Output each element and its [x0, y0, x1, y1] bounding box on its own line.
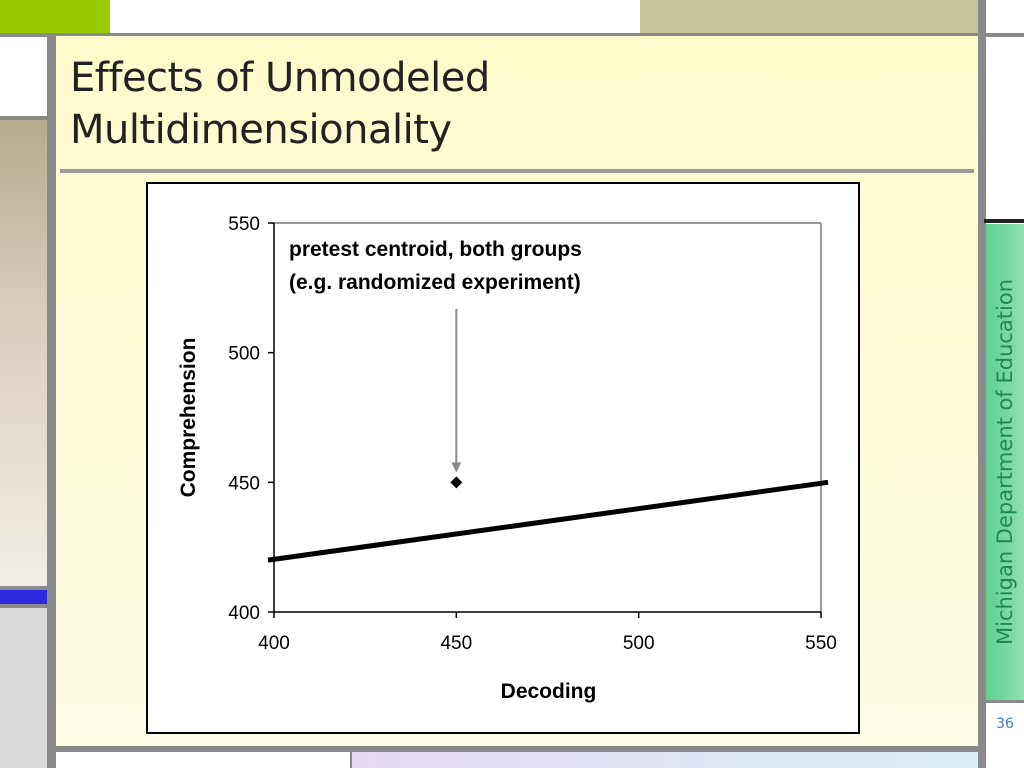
left-separator-2	[0, 586, 47, 590]
title-underline	[60, 169, 974, 173]
data-point	[450, 476, 463, 489]
side-label-container: Michigan Department of Education	[986, 224, 1024, 700]
left-separator-3	[0, 604, 47, 608]
x-tick-label: 500	[623, 633, 655, 654]
left-divider	[47, 37, 56, 768]
side-green-block	[986, 224, 1024, 700]
left-blue-block	[0, 590, 47, 604]
left-separator-1	[0, 116, 47, 120]
chart-container: 400 450 500 550 400 450 500 550 Decoding Comprehe…	[146, 182, 860, 734]
y-tick-label: 550	[228, 214, 260, 235]
bottom-lavender-block	[350, 752, 978, 768]
left-tan-strip	[0, 120, 47, 590]
annotation-arrow-head	[451, 462, 462, 473]
top-tan-block	[640, 0, 978, 33]
top-right-divider	[978, 0, 986, 768]
x-tick-label: 550	[805, 633, 837, 654]
chart-svg: 400 450 500 550 400 450 500 550 Decoding Comprehe…	[177, 214, 837, 703]
x-tick-label: 450	[440, 633, 472, 654]
bottom-divider	[56, 746, 978, 752]
y-tick-label: 400	[228, 603, 260, 624]
y-axis-label: Comprehension	[177, 338, 200, 498]
side-green-bottom-line	[984, 700, 1024, 703]
x-tick-label: 400	[258, 633, 290, 654]
annotation-line: pretest centroid, both groups	[289, 238, 582, 261]
side-label: Michigan Department of Education	[993, 278, 1018, 646]
page-number: 36	[996, 716, 1014, 732]
right-dark-line	[984, 219, 1024, 223]
slide-title: Effects of Unmodeled Multidimensionality	[70, 55, 490, 153]
top-green-block	[0, 0, 110, 33]
left-gray-block	[0, 608, 47, 768]
annotation-line: (e.g. randomized experiment)	[289, 271, 581, 294]
trend-line	[267, 479, 829, 563]
y-tick-label: 500	[228, 344, 260, 365]
y-tick-label: 450	[228, 473, 260, 494]
top-divider	[0, 33, 1024, 37]
x-axis-label: Decoding	[501, 680, 597, 703]
